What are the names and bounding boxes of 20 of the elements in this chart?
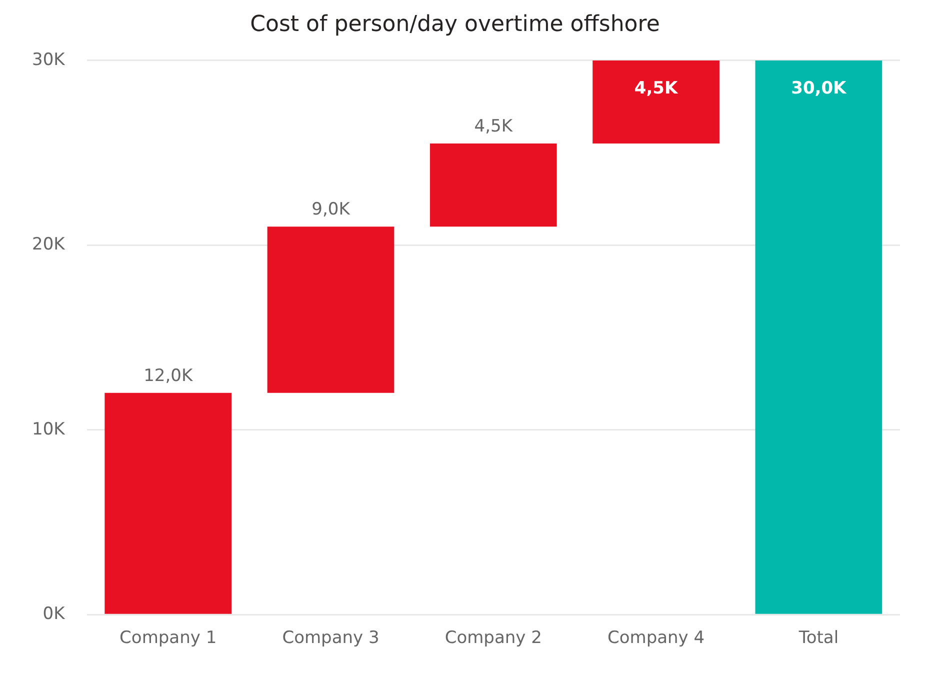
y-tick-label: 30K (32, 50, 66, 70)
chart-title: Cost of person/day overtime offshore (250, 12, 660, 37)
x-tick-label: Company 1 (120, 628, 217, 648)
y-tick-label: 20K (32, 234, 66, 255)
data-label: 4,5K (474, 116, 514, 136)
y-tick-label: 10K (32, 419, 66, 440)
data-label: 30,0K (791, 78, 848, 98)
bar (267, 226, 394, 393)
x-tick-label: Company 4 (607, 628, 705, 648)
y-tick-label: 0K (42, 604, 66, 624)
bar (592, 60, 720, 144)
data-label: 12,0K (144, 366, 194, 386)
x-tick-label: Company 2 (444, 628, 542, 648)
data-label: 4,5K (634, 78, 678, 98)
x-tick-label: Company 3 (282, 628, 380, 648)
data-label: 9,0K (312, 200, 351, 220)
bar (104, 392, 232, 614)
bar (755, 60, 882, 614)
x-tick-label: Total (798, 628, 839, 648)
bar (430, 144, 557, 227)
